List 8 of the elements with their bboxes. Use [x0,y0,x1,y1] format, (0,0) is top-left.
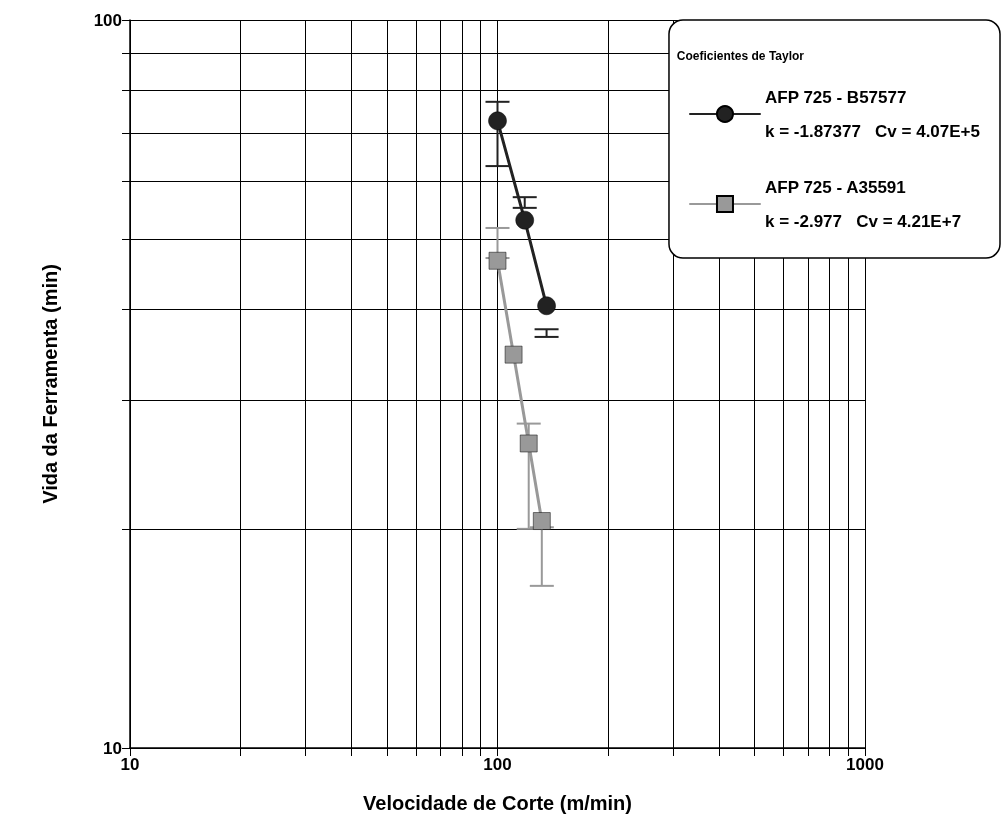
legend-label: AFP 725 - B57577 k = -1.87377 Cv = 4.07E+5 [764,87,981,141]
y-axis-title: Vida da Ferramenta (min) [39,264,61,504]
legend-title: Coeficientes de Taylor [676,49,805,63]
x-tick-label: 100 [483,755,512,774]
x-axis-title: Velocidade de Corte (m/min) [363,792,632,814]
x-tick-label: 10 [120,755,140,774]
legend-label: AFP 725 - A35591 k = -2.977 Cv = 4.21E+7 [764,177,962,231]
x-tick-label: 1000 [846,755,884,774]
